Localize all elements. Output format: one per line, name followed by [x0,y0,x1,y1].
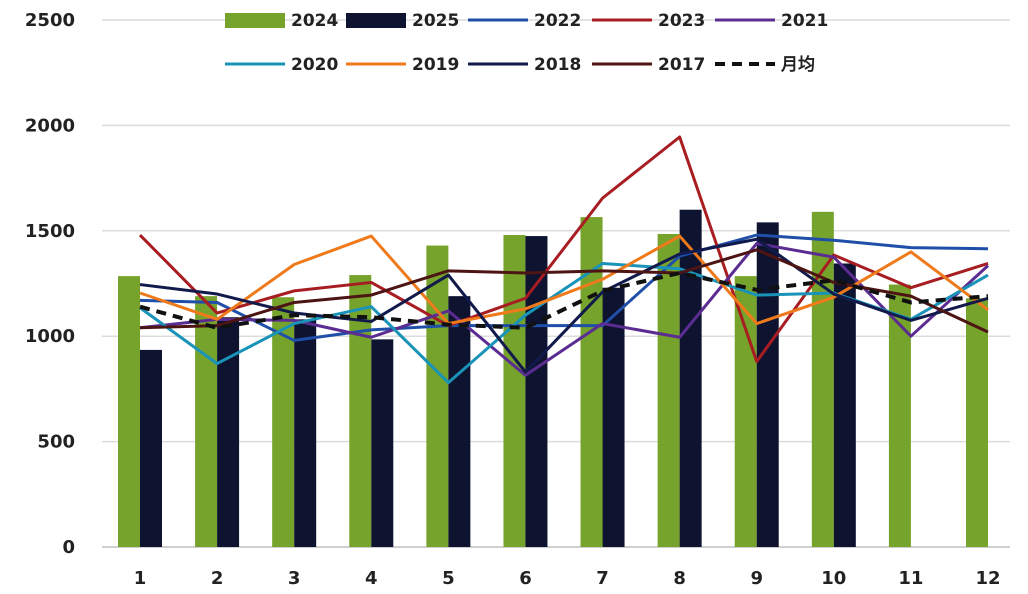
x-tick-label: 4 [365,568,378,589]
legend-swatch [346,13,406,28]
bar-2024 [349,275,372,547]
legend-label: 2018 [534,55,581,75]
line-2018 [139,237,989,374]
bar-2025 [602,287,625,547]
x-tick-label: 2 [211,568,224,589]
bar-2024 [811,211,834,547]
bar-2024 [503,235,526,548]
y-tick-label: 500 [37,432,75,453]
y-tick-label: 2500 [25,10,75,31]
bar-2025 [525,236,548,547]
bar-2025 [833,263,856,547]
bar-2025 [448,296,471,547]
x-tick-label: 10 [821,568,846,589]
legend-item-2018: 2018 [468,55,581,75]
y-tick-label: 1500 [25,221,75,242]
bar-2024 [426,245,449,547]
legend-label: 2020 [291,55,338,75]
bar-2025 [371,339,394,547]
y-tick-label: 2000 [25,115,75,136]
bar-2024 [966,298,988,547]
x-axis: 1 2 3 4 5 6 7 8 9 10 11 12 [102,546,1010,589]
bar-2024 [888,284,911,547]
legend-item-月均: 月均 [715,54,815,75]
bar-2025 [217,317,240,547]
legend-label: 2017 [658,55,705,75]
legend-label: 月均 [780,54,815,75]
legend-label: 2024 [291,11,338,31]
bar-2024 [195,296,218,547]
x-tick-label: 12 [975,568,1000,589]
legend-item-2020: 2020 [225,55,338,75]
bar-2025 [756,222,779,548]
bar-2024 [734,276,757,547]
x-tick-label: 1 [134,568,147,589]
y-axis: 0 500 1000 1500 2000 2500 [25,10,75,558]
legend: 2024 2025 2022 2023 2021 2020 2019 2018 2017 月均 [225,11,828,75]
line-2023 [138,135,989,363]
legend-label: 2021 [781,11,828,31]
legend-item-2023: 2023 [592,11,705,31]
bar-2025 [294,319,317,547]
legend-label: 2022 [534,11,581,31]
line-2022 [139,233,989,342]
x-tick-label: 7 [596,568,609,589]
x-tick-label: 5 [442,568,455,589]
x-tick-label: 9 [750,568,763,589]
legend-item-2021: 2021 [715,11,828,31]
y-tick-label: 0 [62,537,75,558]
lines [138,135,990,385]
bar-2025 [679,209,702,547]
bar-2024 [272,297,295,547]
bar-2024 [657,233,680,547]
legend-label: 2023 [658,11,705,31]
x-tick-label: 3 [288,568,301,589]
y-tick-label: 1000 [25,326,75,347]
legend-item-2022: 2022 [468,11,581,31]
x-tick-label: 8 [673,568,686,589]
x-tick-label: 6 [519,568,532,589]
legend-label: 2025 [412,11,459,31]
legend-label: 2019 [412,55,459,75]
legend-item-2019: 2019 [346,55,459,75]
bar-2025 [140,349,162,547]
legend-swatch [225,13,285,28]
line-2019 [139,234,989,326]
legend-item-2017: 2017 [592,55,705,75]
bar-2024 [118,276,140,547]
x-tick-label: 11 [898,568,923,589]
line-2021 [139,241,990,377]
line-月均 [139,270,989,330]
legend-item-2024: 2024 [225,11,338,31]
legend-item-2025: 2025 [346,11,459,31]
line-2017 [139,248,989,334]
